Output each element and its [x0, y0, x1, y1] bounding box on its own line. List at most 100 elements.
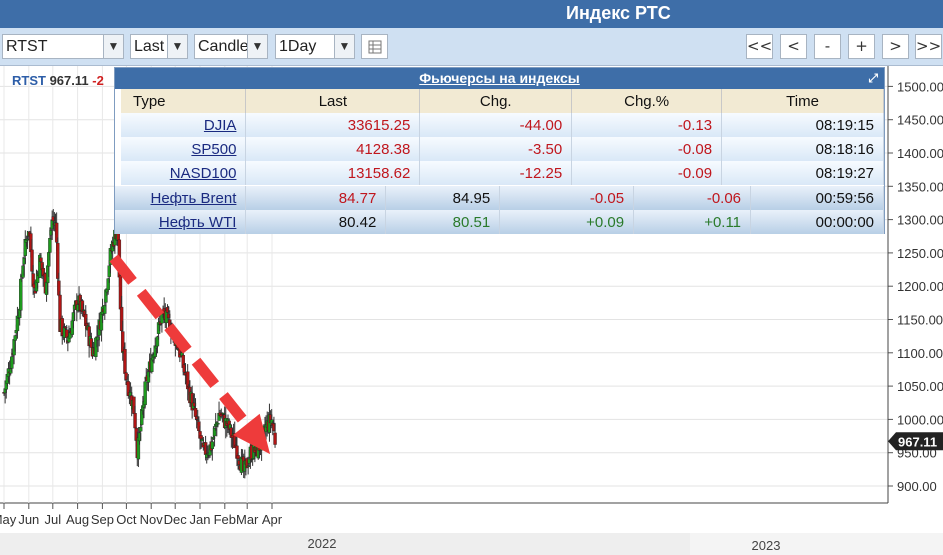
- candle-body: [216, 423, 220, 425]
- last-value-tag: [888, 432, 943, 451]
- row-prev: 84.95: [385, 186, 501, 210]
- year-label: 2023: [752, 538, 781, 553]
- row-chg: -3.50: [419, 137, 573, 161]
- candle-body: [133, 413, 137, 429]
- row-type[interactable]: Нефть WTI: [115, 210, 247, 234]
- trend-arrow-line: [109, 254, 251, 428]
- candle-body: [106, 278, 110, 291]
- candle-body: [138, 427, 143, 432]
- y-tick-label: 900.00: [897, 479, 937, 494]
- candle-body: [39, 257, 43, 263]
- trend-arrow-head: [233, 413, 271, 455]
- table-row: NASD100 13158.62 -12.25 -0.09 08:19:27: [121, 161, 884, 185]
- zoom-in-button[interactable]: +: [848, 34, 875, 59]
- row-chg-pct: -0.09: [571, 161, 723, 185]
- y-tick-label: 1400.00: [897, 146, 943, 161]
- futures-panel-header: Фьючерсы на индексы ⤢: [115, 68, 884, 89]
- candle-body: [54, 222, 59, 243]
- period-select[interactable]: 1Day ▼: [275, 34, 355, 59]
- x-tick-label: Dec: [164, 512, 188, 527]
- row-type[interactable]: NASD100: [121, 161, 247, 185]
- scroll-last-button[interactable]: >>: [915, 34, 942, 59]
- y-tick-label: 1200.00: [897, 279, 943, 294]
- title-bar: Индекс РТС: [0, 0, 943, 28]
- chevron-down-icon[interactable]: ▼: [167, 35, 187, 58]
- row-type[interactable]: SP500: [121, 137, 247, 161]
- row-chg-pct: +0.11: [633, 210, 752, 234]
- table-row: DJIA 33615.25 -44.00 -0.13 08:19:15: [121, 113, 884, 137]
- table-row: Нефть Brent 84.77 84.95 -0.05 -0.06 00:5…: [115, 186, 884, 210]
- x-tick-label: Aug: [66, 512, 89, 527]
- scroll-left-button[interactable]: <: [780, 34, 807, 59]
- y-tick-label: 1150.00: [897, 313, 943, 328]
- x-tick-label: Feb: [214, 512, 236, 527]
- x-tick-label: Apr: [262, 512, 283, 527]
- candle-body: [30, 249, 34, 272]
- candle-body: [10, 356, 14, 369]
- candle-body: [212, 427, 217, 437]
- chart-legend: RTST 967.11 -2: [12, 73, 104, 88]
- y-tick-label: 1500.00: [897, 79, 943, 94]
- x-tick-label: Oct: [116, 512, 137, 527]
- futures-panel: Фьючерсы на индексы ⤢ Type Last Chg. Chg…: [114, 67, 885, 234]
- symbol-value: RTST: [6, 38, 48, 55]
- row-type[interactable]: Нефть Brent: [115, 186, 247, 210]
- scroll-right-button[interactable]: >: [882, 34, 909, 59]
- chevron-down-icon[interactable]: ▼: [334, 35, 354, 58]
- symbol-input[interactable]: RTST ▼: [2, 34, 124, 59]
- x-tick-label: Jul: [44, 512, 61, 527]
- candle-body: [155, 336, 160, 347]
- oil-table: Нефть Brent 84.77 84.95 -0.05 -0.06 00:5…: [115, 186, 884, 234]
- col-chg-pct: Chg.%: [571, 89, 723, 113]
- settings-table-button[interactable]: [361, 34, 388, 59]
- x-tick-label: May: [0, 512, 17, 527]
- x-axis-band: [0, 503, 943, 533]
- candle-body: [56, 242, 60, 279]
- table-row: SP500 4128.38 -3.50 -0.08 08:18:16: [121, 137, 884, 161]
- x-tick-label: Jan: [190, 512, 211, 527]
- candle-body: [126, 381, 131, 396]
- candle-body: [143, 381, 147, 406]
- y-tick-label: 1300.00: [897, 213, 943, 228]
- row-last: 13158.62: [245, 161, 421, 185]
- row-chg-pct: -0.06: [633, 186, 752, 210]
- y-tick-label: 1100.00: [897, 346, 943, 361]
- candle-body: [23, 239, 27, 256]
- chart-style-select[interactable]: Candle ▼: [194, 34, 268, 59]
- col-type: Type: [121, 89, 247, 113]
- chevron-down-icon[interactable]: ▼: [103, 35, 123, 58]
- x-tick-label: Sep: [91, 512, 114, 527]
- candle-body: [48, 238, 52, 253]
- col-last: Last: [245, 89, 421, 113]
- futures-table: Type Last Chg. Chg.% Time DJIA 33615.25 …: [121, 89, 884, 185]
- candle-body: [19, 278, 23, 311]
- row-time: 08:18:16: [721, 137, 884, 161]
- candle-body: [15, 315, 20, 332]
- futures-panel-title[interactable]: Фьючерсы на индексы: [419, 70, 580, 86]
- page-title: Индекс РТС: [566, 3, 671, 23]
- row-type[interactable]: DJIA: [121, 113, 247, 137]
- expand-icon[interactable]: ⤢: [868, 71, 878, 85]
- row-chg-pct: -0.08: [571, 137, 723, 161]
- scroll-first-button[interactable]: <<: [746, 34, 773, 59]
- year-label: 2022: [308, 536, 337, 551]
- chevron-down-icon[interactable]: ▼: [247, 35, 267, 58]
- price-type-select[interactable]: Last ▼: [130, 34, 188, 59]
- row-time: 08:19:15: [721, 113, 884, 137]
- col-chg: Chg.: [419, 89, 573, 113]
- legend-value: 967.11: [49, 73, 89, 88]
- row-chg: -0.05: [499, 186, 635, 210]
- x-tick-label: Jun: [18, 512, 39, 527]
- row-last: 80.42: [245, 210, 387, 234]
- candle-body: [119, 306, 124, 331]
- row-last: 4128.38: [245, 137, 421, 161]
- last-value-label: 967.11: [898, 434, 937, 449]
- candle-body: [236, 455, 240, 459]
- row-prev: 80.51: [385, 210, 501, 234]
- candle-body: [210, 441, 215, 449]
- y-tick-label: 1250.00: [897, 246, 943, 261]
- candle-body: [123, 349, 127, 374]
- row-time: 00:59:56: [750, 186, 884, 210]
- col-time: Time: [721, 89, 884, 113]
- zoom-out-button[interactable]: -: [814, 34, 841, 59]
